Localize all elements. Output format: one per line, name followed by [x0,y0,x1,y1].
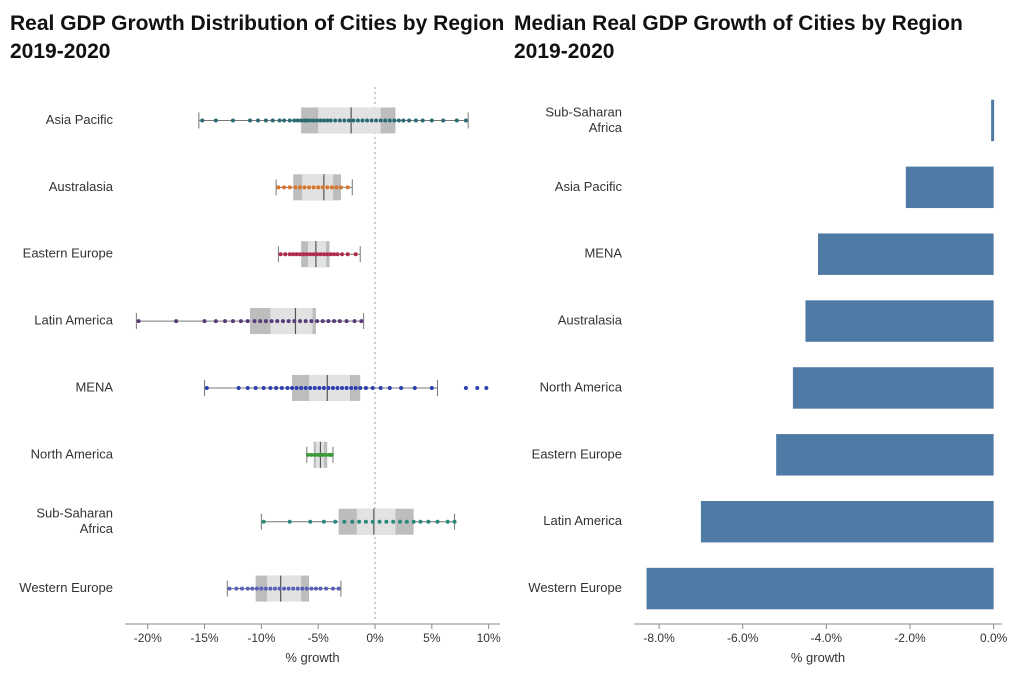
boxplot-svg: Asia Pacific Australasia Eastern Europe Lat… [10,77,510,677]
left-panel: Real GDP Growth Distribution of Cities b… [10,6,510,677]
svg-text:-6.0%: -6.0% [727,631,759,645]
svg-text:-5%: -5% [308,631,330,645]
charts-wrap: Real GDP Growth Distribution of Cities b… [0,0,1024,687]
svg-text:North America: North America [31,446,114,461]
svg-text:10%: 10% [477,631,501,645]
left-chart: Asia Pacific Australasia Eastern Europe Lat… [10,77,510,677]
svg-text:Latin America: Latin America [543,513,623,528]
svg-text:MENA: MENA [584,245,622,260]
svg-text:-4.0%: -4.0% [811,631,843,645]
svg-text:-2.0%: -2.0% [894,631,926,645]
svg-text:Asia Pacific: Asia Pacific [555,178,623,193]
svg-text:Sub-SaharanAfrica: Sub-SaharanAfrica [36,506,113,537]
svg-text:-15%: -15% [191,631,219,645]
svg-text:Western Europe: Western Europe [19,580,113,595]
svg-text:-20%: -20% [134,631,162,645]
left-title: Real GDP Growth Distribution of Cities b… [10,10,510,67]
svg-text:North America: North America [540,379,623,394]
svg-text:Australasia: Australasia [558,312,623,327]
svg-text:Sub-SaharanAfrica: Sub-SaharanAfrica [545,104,622,135]
svg-text:% growth: % growth [791,650,845,665]
svg-text:MENA: MENA [75,379,113,394]
svg-text:-8.0%: -8.0% [643,631,675,645]
svg-text:5%: 5% [423,631,441,645]
svg-text:0%: 0% [366,631,384,645]
svg-text:-10%: -10% [247,631,275,645]
svg-text:Asia Pacific: Asia Pacific [46,112,114,127]
right-panel: Median Real GDP Growth of Cities by Regi… [514,6,1014,677]
svg-text:% growth: % growth [285,650,339,665]
svg-text:Latin America: Latin America [34,312,114,327]
svg-text:Western Europe: Western Europe [528,580,622,595]
bar-svg: Sub-SaharanAfrica Asia Pacific MENA Austral… [514,77,1014,677]
svg-text:Australasia: Australasia [49,178,114,193]
right-chart: Sub-SaharanAfrica Asia Pacific MENA Austral… [514,77,1014,677]
right-title: Median Real GDP Growth of Cities by Regi… [514,10,1014,67]
svg-text:0.0%: 0.0% [980,631,1008,645]
svg-text:Eastern Europe: Eastern Europe [532,446,622,461]
svg-text:Eastern Europe: Eastern Europe [23,245,113,260]
